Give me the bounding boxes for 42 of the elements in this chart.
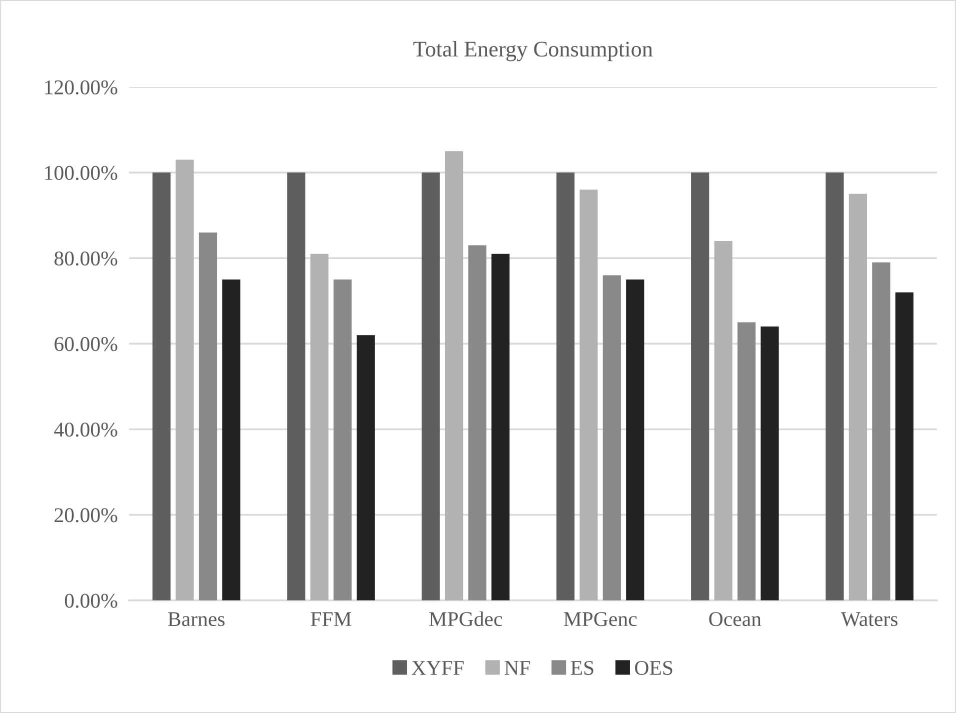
bar	[872, 262, 890, 600]
y-tick-label: 0.00%	[64, 594, 118, 608]
bar	[334, 279, 352, 600]
bar	[176, 160, 194, 600]
bar	[602, 275, 621, 600]
x-tick-label: FFM	[310, 612, 352, 626]
bar	[691, 172, 710, 600]
y-tick-label: 60.00%	[54, 337, 118, 352]
x-tick-label: MPGdec	[429, 611, 502, 626]
chart-title: Total Energy Consumption	[413, 41, 653, 62]
y-tick-label: 40.00%	[54, 422, 118, 437]
legend-label: XYFF	[412, 661, 464, 675]
y-tick-label: 20.00%	[54, 508, 118, 522]
bar	[198, 232, 218, 600]
bar	[760, 326, 779, 600]
x-tick-label: Ocean	[709, 612, 762, 626]
bar	[826, 172, 844, 600]
bar	[356, 335, 375, 600]
bar	[580, 190, 598, 600]
bar	[422, 172, 440, 600]
bar	[737, 322, 756, 600]
bar	[848, 194, 868, 600]
x-tick-label: Barnes	[168, 612, 225, 626]
bar	[310, 254, 328, 600]
legend-label: ES	[570, 660, 594, 675]
legend-label: OES	[635, 660, 672, 675]
bar	[491, 254, 510, 600]
bar	[222, 279, 240, 600]
bar	[626, 279, 644, 600]
bar	[444, 151, 464, 600]
y-tick-label: 80.00%	[54, 251, 118, 266]
y-tick-label: 120.00%	[45, 80, 118, 95]
bar	[152, 172, 171, 600]
bar	[468, 245, 486, 600]
y-tick-label: 100.00%	[45, 166, 118, 180]
bar	[895, 292, 914, 600]
bar	[556, 172, 575, 600]
x-tick-label: MPGenc	[564, 612, 637, 626]
bar	[287, 172, 306, 600]
x-tick-label: Waters	[840, 612, 898, 626]
legend-label: NF	[504, 661, 530, 675]
bar	[714, 240, 732, 600]
